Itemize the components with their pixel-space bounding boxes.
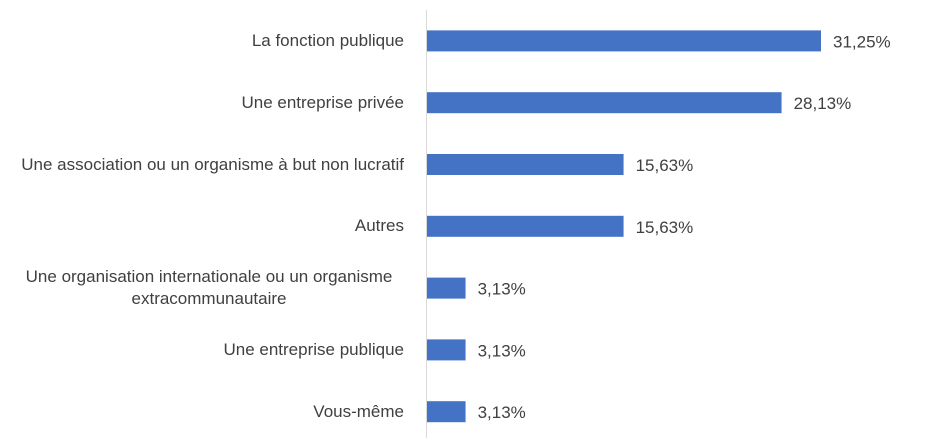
bar: [427, 215, 624, 237]
value-label: 15,63%: [636, 156, 694, 175]
value-label: 3,13%: [478, 280, 526, 299]
category-label: Une organisation internationale ou un or…: [25, 267, 393, 309]
value-label: 3,13%: [478, 341, 526, 360]
category-label: Une entreprise privée: [241, 92, 404, 112]
bar: [427, 154, 624, 175]
category-label: Une association ou un organisme à but no…: [21, 154, 404, 174]
category-label: La fonction publique: [251, 30, 404, 50]
value-label: 15,63%: [636, 218, 694, 237]
category-label: Autres: [354, 216, 404, 236]
value-label: 3,13%: [478, 403, 526, 422]
value-label: 28,13%: [794, 94, 852, 113]
bar: [427, 30, 821, 52]
value-label: 31,25%: [833, 32, 891, 51]
category-label: Une entreprise publique: [223, 339, 404, 359]
bar: [427, 401, 466, 423]
bar: [427, 277, 466, 299]
category-label: Vous-même: [313, 401, 404, 421]
bar: [427, 339, 466, 361]
bar: [427, 92, 782, 114]
